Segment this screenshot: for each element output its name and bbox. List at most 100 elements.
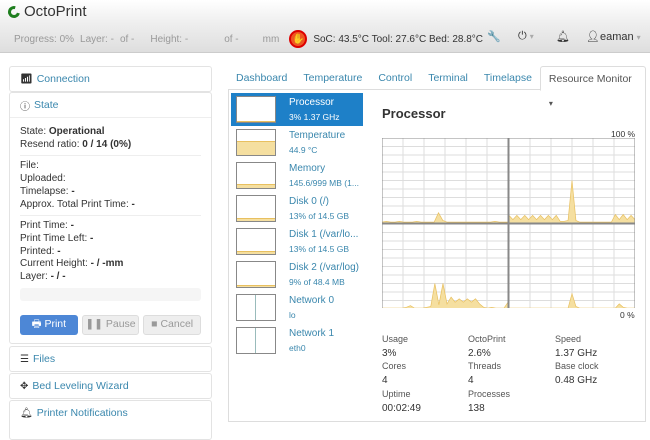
- stat: Uptime 00:02:49: [382, 388, 468, 415]
- stat-value: 2.6%: [468, 347, 491, 359]
- resource-thumbnail: [236, 261, 276, 288]
- height-text: Height: -: [150, 33, 189, 45]
- resource-item[interactable]: Processor 3% 1.37 GHz: [231, 93, 363, 126]
- notifications-header[interactable]: 🔔︎ Printer Notifications: [20, 407, 128, 419]
- resource-item[interactable]: Temperature 44.9 °C: [231, 126, 363, 159]
- resource-detail: lo: [289, 309, 296, 320]
- user-icon: 👤︎: [586, 31, 600, 43]
- resource-monitor: Processor 3% 1.37 GHz Temperature 44.9 °C Me…: [228, 90, 646, 422]
- connection-panel: 📶︎ Connection: [9, 66, 212, 92]
- tab-resource-monitor[interactable]: Resource Monitor ▾: [539, 66, 646, 108]
- stat: Base clock 0.48 GHz: [555, 360, 635, 387]
- max-label: 100 %: [611, 129, 636, 139]
- resource-item[interactable]: Disk 0 (/) 13% of 14.5 GB: [231, 192, 363, 225]
- print-progress-bar: [20, 287, 201, 301]
- core-graph: [382, 138, 509, 224]
- cancel-button[interactable]: ■ Cancel: [143, 314, 201, 335]
- resource-item[interactable]: Disk 2 (/var/log) 9% of 48.4 MB: [231, 258, 363, 291]
- navbar: OctoPrint Progress: 0% Layer: - of - Hei…: [0, 0, 650, 53]
- time-left-row: Print Time Left: -: [20, 232, 94, 244]
- stat-label: Usage: [382, 334, 409, 344]
- timelapse-row: Timelapse: -: [20, 185, 75, 197]
- tab-temperature[interactable]: Temperature: [303, 72, 363, 84]
- state-row: State: Operational: [20, 126, 105, 137]
- core-usage-area: [382, 212, 509, 224]
- octoprint-logo-icon: [5, 3, 23, 20]
- signal-icon: 📶︎: [20, 73, 33, 85]
- pause-icon: ❚❚: [85, 318, 106, 331]
- stop-hand-icon[interactable]: ✋: [289, 30, 308, 48]
- stat-value: 0.48 GHz: [555, 375, 598, 387]
- stat: [555, 388, 635, 415]
- printer-icon: 🖶︎: [31, 318, 45, 331]
- resource-detail: 9% of 48.4 MB: [289, 276, 345, 287]
- stat-label: Cores: [382, 361, 407, 372]
- stat-label: OctoPrint: [468, 334, 506, 344]
- print-button[interactable]: 🖶︎ Print: [20, 314, 78, 335]
- bell-icon[interactable]: 🔔︎: [556, 31, 570, 43]
- resource-thumbnail: [236, 129, 276, 156]
- stat: Speed 1.37 GHz: [555, 333, 635, 360]
- resource-name: Processor: [289, 96, 335, 108]
- core-graph: [382, 223, 509, 308]
- resource-detail: eth0: [289, 342, 306, 353]
- status-bar: Progress: 0% Layer: - of - Height: - of …: [14, 30, 489, 48]
- resource-list: Processor 3% 1.37 GHz Temperature 44.9 °C Me…: [231, 93, 363, 357]
- connection-header[interactable]: 📶︎ Connection: [20, 73, 90, 85]
- stat-label: Threads: [468, 361, 502, 372]
- files-panel: ☰ Files: [9, 346, 212, 372]
- core-usage-area: [382, 283, 509, 308]
- print-time-row: Print Time: -: [20, 220, 74, 232]
- tab-terminal[interactable]: Terminal: [428, 72, 468, 84]
- resource-detail: 13% of 14.5 GB: [289, 210, 350, 221]
- temperature-readout: SoC: 43.5°C Tool: 27.6°C Bed: 28.8°C: [313, 33, 483, 45]
- layer-of-text: of -: [119, 33, 135, 45]
- list-icon: ☰: [20, 353, 29, 365]
- stop-icon: ■: [151, 318, 161, 331]
- stat-label: Processes: [468, 388, 511, 399]
- pause-button[interactable]: ❚❚ Pause: [81, 314, 140, 335]
- resource-thumbnail: [236, 327, 276, 354]
- tab-dashboard[interactable]: Dashboard: [236, 72, 288, 84]
- bed-leveling-header[interactable]: ✥ Bed Leveling Wizard: [20, 380, 129, 392]
- core-usage-area: [508, 180, 635, 224]
- resource-item[interactable]: Network 1 eth0: [231, 324, 363, 357]
- stat: Processes 138: [468, 388, 555, 415]
- arrows-icon: ✥: [20, 380, 29, 392]
- stat-value: 3%: [382, 347, 397, 359]
- tab-timelapse[interactable]: Timelapse: [483, 72, 532, 84]
- wrench-icon[interactable]: 🔧: [487, 31, 501, 43]
- resource-detail: 145.6/999 MB (1...: [289, 177, 359, 188]
- resource-name: Temperature: [289, 129, 346, 141]
- power-icon[interactable]: ⏻ ▾: [518, 30, 534, 42]
- file-row: File:: [20, 160, 39, 172]
- bell-icon: 🔔︎: [20, 407, 33, 419]
- files-header[interactable]: ☰ Files: [20, 353, 56, 365]
- layer-text: Layer: -: [80, 33, 114, 45]
- resource-item[interactable]: Network 0 lo: [231, 291, 363, 324]
- resource-thumbnail: [236, 162, 276, 189]
- bed-leveling-panel: ✥ Bed Leveling Wizard: [9, 373, 212, 399]
- resource-detail: 44.9 °C: [289, 144, 318, 155]
- printed-row: Printed: -: [20, 245, 61, 257]
- stat-value: 138: [468, 402, 485, 414]
- state-header[interactable]: ⓘ State: [20, 99, 59, 113]
- height-of-text: of -: [224, 33, 239, 45]
- tab-control[interactable]: Control: [378, 72, 413, 84]
- resource-item[interactable]: Disk 1 (/var/lo... 13% of 14.5 GB: [231, 225, 363, 258]
- brand[interactable]: OctoPrint: [5, 3, 87, 20]
- core-usage-area: [508, 292, 635, 308]
- approx-row: Approx. Total Print Time: -: [20, 198, 135, 210]
- height-unit: mm: [262, 33, 280, 45]
- processor-stats: Usage 3% OctoPrint 2.6% Speed 1.37 GHz Cores 4 T…: [382, 333, 635, 415]
- stat-value: 1.37 GHz: [555, 347, 598, 359]
- resource-name: Network 0: [289, 294, 335, 306]
- stat-value: 4: [382, 375, 388, 387]
- resource-item[interactable]: Memory 145.6/999 MB (1...: [231, 159, 363, 192]
- resource-name: Disk 1 (/var/lo...: [289, 228, 359, 240]
- stat-value: 4: [468, 375, 474, 387]
- resource-thumbnail: [236, 96, 276, 123]
- resource-name: Memory: [289, 162, 326, 174]
- user-menu[interactable]: 👤︎eaman ▾: [586, 31, 641, 43]
- stat: Threads 4: [468, 360, 555, 387]
